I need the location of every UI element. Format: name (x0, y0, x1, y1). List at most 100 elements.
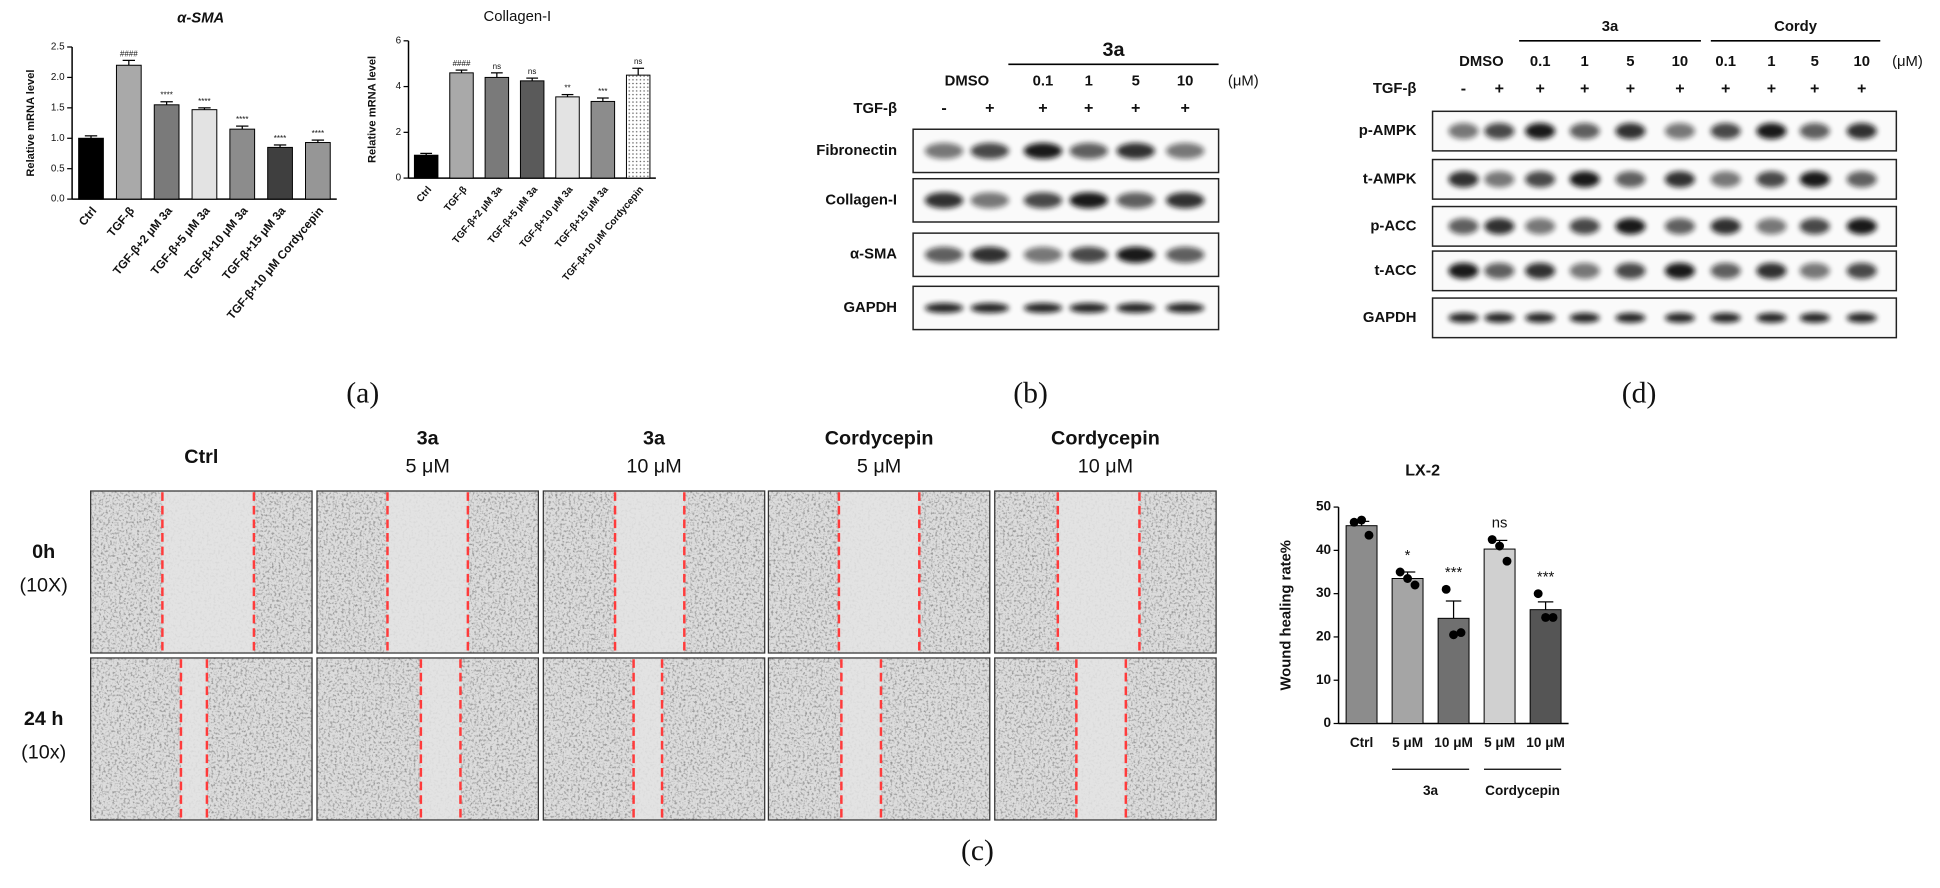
blot-band (1525, 171, 1556, 188)
y-tick-label: 6 (396, 35, 402, 46)
treatment-sign: + (1038, 99, 1047, 117)
significance-label: **** (312, 129, 324, 138)
blot-band (924, 303, 964, 313)
blot-band (1448, 262, 1479, 279)
wound-gap (162, 490, 254, 654)
micrograph-frame (767, 657, 991, 821)
micrograph-frame (316, 490, 539, 654)
blot-band (970, 142, 1010, 159)
y-tick-label: 2.5 (51, 42, 65, 53)
treatment-sign: + (1084, 99, 1093, 117)
dose-label: 0.1 (1715, 54, 1736, 70)
data-point (1541, 613, 1551, 622)
blot-band (924, 192, 964, 209)
blot-band (1846, 171, 1877, 188)
blot-band (1069, 246, 1108, 263)
blot-band (1525, 123, 1556, 140)
column-label: 10 μM (626, 456, 681, 478)
blot-band (1756, 123, 1787, 140)
y-tick-label: 0.5 (51, 163, 65, 174)
data-point (1403, 574, 1413, 583)
bar (1345, 525, 1378, 725)
blot-band (1710, 262, 1741, 279)
blot-band (1525, 312, 1556, 323)
y-axis-label: Relative mRNA level (367, 56, 379, 163)
blot-band (1846, 218, 1877, 235)
blot-band (1569, 312, 1600, 323)
error-bar (526, 77, 539, 81)
bar (413, 154, 439, 179)
treatment-label: TGF-β (853, 101, 897, 117)
bar (1391, 578, 1424, 725)
blot-band (1846, 262, 1877, 279)
bar (555, 96, 580, 179)
blot-band (1069, 142, 1108, 159)
treatment-sign: + (1535, 79, 1544, 97)
blot-band (1799, 262, 1830, 279)
column-label: 10 μM (1078, 456, 1133, 478)
blot-band (1484, 312, 1515, 323)
error-bar (420, 152, 433, 156)
blot-band (1664, 262, 1695, 279)
column-label: Ctrl (184, 446, 218, 468)
data-point (1349, 517, 1359, 527)
row-label: 0h (32, 541, 55, 563)
blot-band (1165, 246, 1205, 263)
x-tick-label: Ctrl (415, 184, 435, 204)
significance-label: #### (453, 59, 471, 68)
y-tick-label: 2 (396, 127, 402, 138)
wound-gap (180, 657, 207, 820)
x-tick-label: 10 μM (1526, 735, 1565, 750)
significance-label: ns (634, 57, 642, 66)
error-bar (311, 139, 325, 143)
data-point (1449, 630, 1459, 640)
blot-band (1615, 171, 1646, 188)
bar (305, 142, 331, 200)
column-label: 5 μM (406, 456, 450, 478)
treatment-sign: + (1495, 79, 1504, 97)
micrograph-frame (90, 490, 313, 654)
error-bar (1537, 601, 1554, 610)
column-label: Cordycepin (1051, 427, 1160, 449)
treatment-sign: + (1767, 79, 1776, 97)
error-bar (632, 67, 645, 76)
blot-row-label: GAPDH (843, 300, 897, 316)
unit-label: (μM) (1892, 54, 1923, 70)
treatment-sign: + (1580, 79, 1589, 97)
x-tick-label: 5 μM (1392, 735, 1423, 750)
blot-band (970, 246, 1010, 263)
micrograph-frame (994, 657, 1217, 821)
error-bar (160, 101, 173, 105)
x-tick-label: TGF-β (105, 205, 137, 240)
blot-row-label: α-SMA (850, 247, 897, 263)
column-label: 3a (643, 427, 666, 449)
significance-label: ** (564, 84, 570, 93)
treatment-sign: + (1721, 79, 1730, 97)
blot-band (1756, 171, 1787, 188)
data-point (1357, 515, 1367, 525)
group-label: 3a (1423, 783, 1439, 798)
data-point (1456, 628, 1466, 638)
dose-label: 5 (1132, 74, 1140, 90)
micrograph-frame (767, 490, 991, 654)
blot-band (1023, 142, 1063, 159)
significance-label: *** (1445, 565, 1463, 581)
blot-band (1165, 192, 1205, 209)
bar (1529, 609, 1562, 725)
dose-label: 0.1 (1033, 74, 1054, 90)
row-label: 24 h (24, 708, 64, 730)
treatment-sign: - (941, 99, 946, 117)
blot-band (1569, 262, 1600, 279)
wound-gap (838, 490, 920, 654)
y-tick-label: 0 (1324, 715, 1332, 730)
significance-label: ns (493, 62, 501, 71)
bar (625, 74, 651, 179)
dose-label: 1 (1767, 54, 1775, 70)
treatment-sign: + (1131, 99, 1140, 117)
bar (78, 137, 104, 200)
blot-band (1756, 218, 1787, 235)
blot-band (1484, 218, 1515, 235)
blot-band (970, 303, 1010, 313)
panel-label: (a) (346, 378, 379, 410)
